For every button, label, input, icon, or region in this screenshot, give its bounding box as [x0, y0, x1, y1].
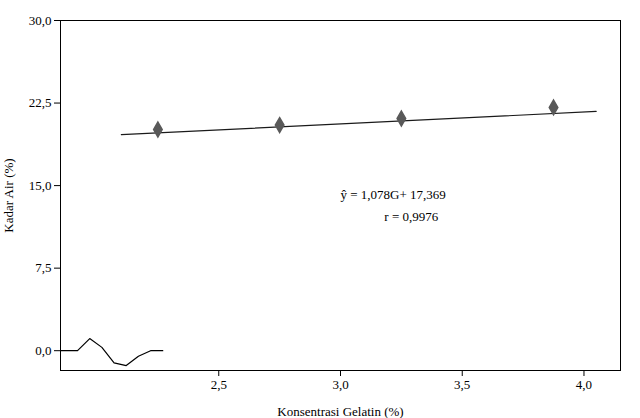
- svg-text:4,0: 4,0: [576, 377, 592, 392]
- svg-text:2,5: 2,5: [211, 377, 227, 392]
- svg-text:ŷ = 1,078G+ 17,369: ŷ = 1,078G+ 17,369: [341, 187, 446, 202]
- svg-text:Konsentrasi Gelatin (%): Konsentrasi Gelatin (%): [277, 404, 403, 418]
- svg-text:Kadar Air (%): Kadar Air (%): [1, 158, 16, 232]
- svg-text:3,5: 3,5: [454, 377, 470, 392]
- svg-text:3,0: 3,0: [332, 377, 348, 392]
- svg-text:7,5: 7,5: [35, 260, 51, 275]
- svg-text:15,0: 15,0: [29, 178, 52, 193]
- svg-text:30,0: 30,0: [29, 13, 52, 28]
- svg-text:r = 0,9976: r = 0,9976: [384, 209, 438, 224]
- svg-text:22,5: 22,5: [29, 95, 52, 110]
- svg-text:0,0: 0,0: [35, 343, 51, 358]
